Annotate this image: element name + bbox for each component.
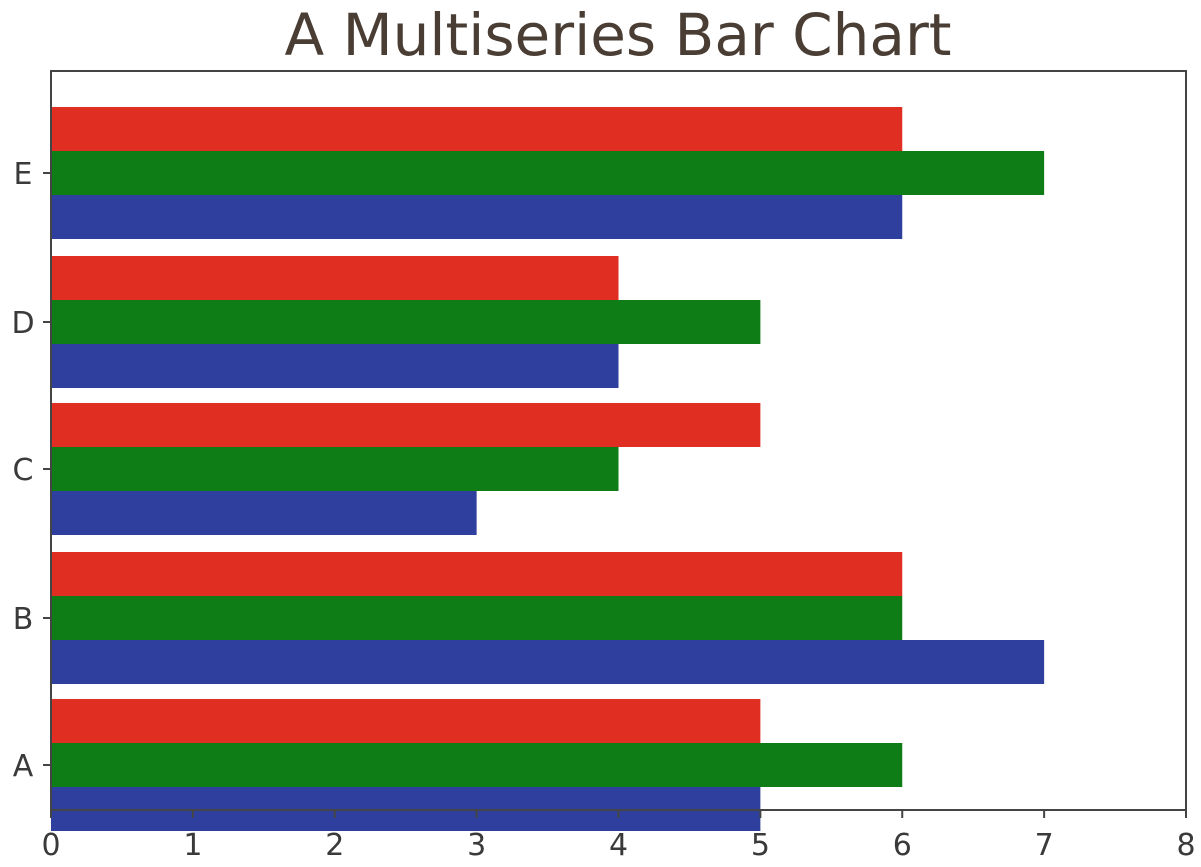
x-tick-label: 5 xyxy=(751,828,770,863)
bar-d-series-2 xyxy=(51,300,761,344)
x-tick-label: 3 xyxy=(467,828,486,863)
bar-e-series-3 xyxy=(51,107,903,151)
bar-e-series-1 xyxy=(51,195,903,239)
chart-title: A Multiseries Bar Chart xyxy=(284,1,951,69)
x-tick-label: 1 xyxy=(183,828,202,863)
bar-d-series-3 xyxy=(51,256,619,300)
bar-c-series-3 xyxy=(51,403,761,447)
x-tick-label: 7 xyxy=(1035,828,1054,863)
x-tick-label: 8 xyxy=(1176,828,1195,863)
y-tick-label-b: B xyxy=(13,602,34,637)
bar-e-series-2 xyxy=(51,151,1045,195)
bars-group xyxy=(51,107,1045,831)
bar-d-series-1 xyxy=(51,344,619,388)
bar-c-series-2 xyxy=(51,447,619,491)
y-tick-label-c: C xyxy=(13,453,34,488)
y-tick-label-d: D xyxy=(11,306,34,341)
bar-a-series-3 xyxy=(51,699,761,743)
y-tick-label-e: E xyxy=(14,157,33,192)
bar-b-series-3 xyxy=(51,552,903,596)
bar-b-series-1 xyxy=(51,640,1045,684)
x-tick-label: 0 xyxy=(41,828,60,863)
x-axis: 0 1 2 3 4 5 6 7 8 xyxy=(41,810,1196,863)
bar-b-series-2 xyxy=(51,596,903,640)
y-tick-label-a: A xyxy=(13,749,34,784)
bar-a-series-2 xyxy=(51,743,903,787)
bar-c-series-1 xyxy=(51,491,477,535)
x-tick-label: 6 xyxy=(893,828,912,863)
x-tick-label: 2 xyxy=(325,828,344,863)
x-tick-label: 4 xyxy=(609,828,628,863)
y-axis: A B C D E xyxy=(11,157,51,784)
